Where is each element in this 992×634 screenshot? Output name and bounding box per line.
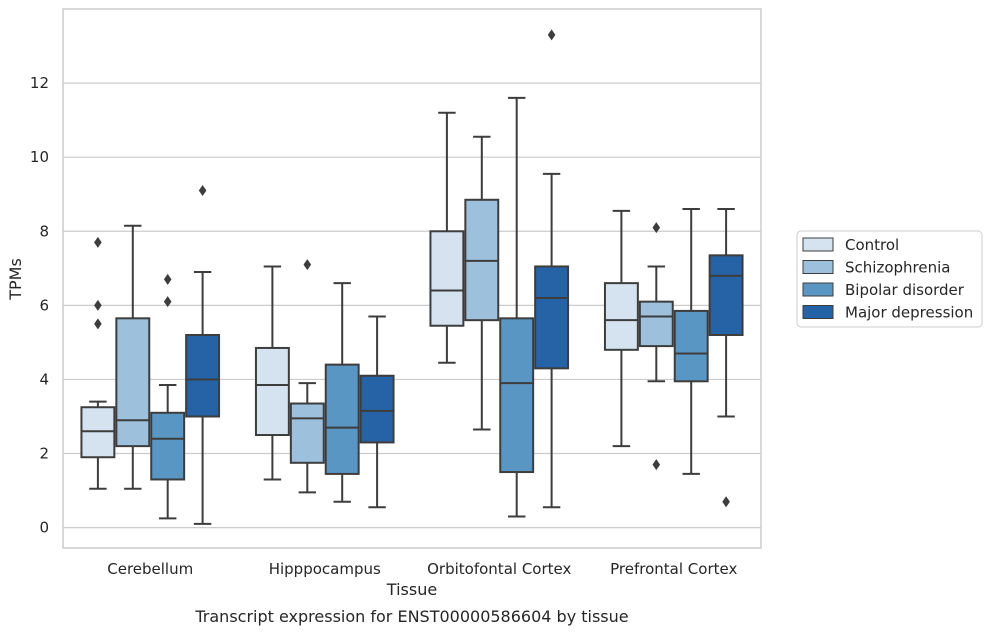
outlier-point: [722, 496, 730, 508]
box-group: [80, 185, 221, 525]
box: [673, 208, 709, 475]
box-body: [150, 411, 186, 481]
x-tick-label: Hipppocampus: [269, 560, 381, 578]
box: [429, 111, 465, 364]
legend-swatch: [802, 260, 834, 274]
box-group: [603, 208, 744, 508]
legend-swatch: [802, 305, 834, 319]
chart-caption: Transcript expression for ENST0000058660…: [194, 607, 628, 626]
y-axis-ticks: 0 2 4 6 8 10 12: [30, 74, 49, 537]
box-body: [499, 317, 535, 474]
y-tick-label: 8: [39, 222, 49, 240]
box: [464, 135, 500, 431]
outlier-point: [652, 459, 661, 471]
box: [324, 282, 360, 503]
x-tick-label: Orbitofontal Cortex: [427, 560, 571, 578]
outlier-point: [652, 222, 661, 234]
box-groups: [80, 29, 744, 525]
y-tick-label: 12: [30, 74, 49, 92]
outlier-point: [198, 185, 207, 197]
box-body: [289, 402, 325, 464]
legend-label: Schizophrenia: [845, 259, 950, 277]
box: [603, 209, 639, 448]
y-tick-label: 4: [39, 370, 49, 388]
outlier-point: [163, 273, 172, 285]
box: [115, 224, 151, 490]
legend-swatch: [802, 237, 834, 252]
outlier-point: [94, 299, 102, 311]
y-tick-label: 0: [39, 519, 49, 537]
box-group: [429, 29, 570, 518]
box-body: [115, 317, 151, 448]
box: [289, 259, 325, 494]
y-axis-label: TPMs: [6, 258, 25, 301]
box-body: [603, 282, 639, 351]
box-group: [254, 259, 395, 509]
outlier-point: [163, 296, 172, 308]
x-axis-ticks: Cerebellum Hipppocampus Orbitofontal Corte…: [107, 560, 737, 578]
box: [254, 265, 290, 481]
box-body: [708, 254, 744, 336]
y-tick-label: 2: [39, 445, 49, 463]
box: [359, 315, 395, 509]
y-tick-label: 10: [30, 148, 49, 166]
box-body: [638, 300, 674, 348]
legend-label: Control: [845, 236, 899, 254]
outlier-point: [94, 236, 102, 248]
outlier-point: [547, 29, 556, 41]
box: [708, 208, 744, 508]
box-body: [429, 230, 465, 327]
plot-frame: [62, 8, 762, 549]
legend: Control Schizophrenia Bipolar disorder Majo…: [796, 230, 983, 328]
legend-frame: [796, 230, 983, 328]
legend-label: Bipolar disorder: [845, 281, 965, 299]
outlier-point: [94, 318, 102, 330]
box: [499, 96, 535, 518]
x-tick-label: Prefrontal Cortex: [610, 560, 737, 578]
legend-swatch: [802, 282, 834, 297]
x-axis-label: Tissue: [386, 580, 437, 599]
box-body: [673, 309, 709, 383]
box: [150, 273, 186, 520]
x-tick-label: Cerebellum: [107, 560, 193, 578]
box-body: [324, 363, 360, 475]
box-body: [359, 374, 395, 444]
legend-label: Major depression: [845, 304, 973, 322]
box: [638, 222, 674, 471]
box: [534, 29, 570, 509]
outlier-point: [303, 259, 312, 271]
box-body: [254, 346, 290, 437]
box-body: [185, 333, 221, 418]
box-body: [534, 265, 570, 370]
box: [185, 185, 221, 525]
y-tick-label: 6: [39, 296, 49, 314]
box: [80, 236, 116, 490]
